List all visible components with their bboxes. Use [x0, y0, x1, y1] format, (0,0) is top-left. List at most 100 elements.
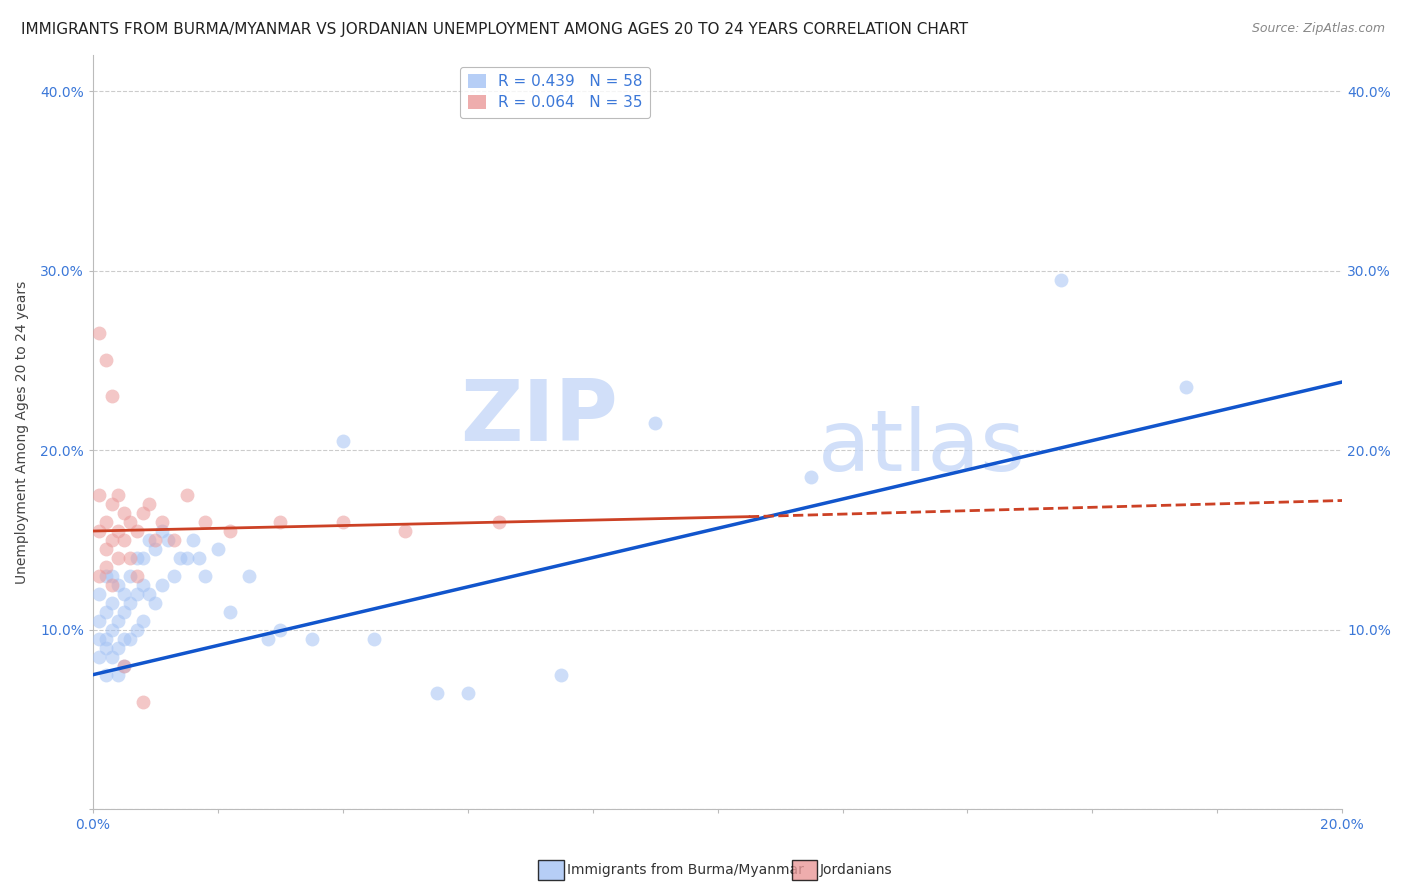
Point [156, 533, 179, 547]
Point [112, 632, 135, 646]
Point [194, 515, 217, 529]
Point [550, 667, 572, 681]
Text: atlas: atlas [817, 406, 1025, 489]
Point [150, 524, 173, 538]
Point [120, 596, 142, 610]
Point [107, 578, 129, 592]
Point [394, 524, 416, 538]
Point [163, 569, 186, 583]
Point [132, 614, 155, 628]
Point [457, 686, 479, 700]
Point [89, 649, 111, 664]
Point [169, 551, 191, 566]
Point [176, 488, 198, 502]
Text: Immigrants from Burma/Myanmar: Immigrants from Burma/Myanmar [567, 863, 803, 877]
Point [89, 632, 111, 646]
Point [89, 569, 111, 583]
Point [107, 667, 129, 681]
Point [107, 488, 129, 502]
Point [94, 632, 117, 646]
Point [1175, 380, 1198, 394]
Point [120, 551, 142, 566]
Point [89, 488, 111, 502]
Point [112, 658, 135, 673]
Point [425, 686, 447, 700]
Point [100, 569, 122, 583]
Point [94, 569, 117, 583]
Point [644, 417, 666, 431]
Point [301, 632, 323, 646]
Text: ZIP: ZIP [460, 376, 617, 458]
Point [107, 640, 129, 655]
Point [94, 605, 117, 619]
Point [257, 632, 280, 646]
Legend: R = 0.439   N = 58, R = 0.064   N = 35: R = 0.439 N = 58, R = 0.064 N = 35 [460, 67, 651, 118]
Point [94, 353, 117, 368]
Point [94, 640, 117, 655]
Point [120, 632, 142, 646]
Point [100, 389, 122, 403]
Point [150, 578, 173, 592]
Point [100, 533, 122, 547]
Point [107, 551, 129, 566]
Point [94, 667, 117, 681]
Point [145, 596, 167, 610]
Text: Source: ZipAtlas.com: Source: ZipAtlas.com [1251, 22, 1385, 36]
Point [363, 632, 385, 646]
Point [181, 533, 204, 547]
Point [132, 695, 155, 709]
Point [125, 524, 148, 538]
Point [94, 541, 117, 556]
Point [125, 623, 148, 637]
Point [219, 605, 242, 619]
Point [332, 515, 354, 529]
Point [100, 623, 122, 637]
Point [112, 587, 135, 601]
Point [112, 506, 135, 520]
Point [107, 524, 129, 538]
Point [89, 326, 111, 341]
Point [112, 605, 135, 619]
Point [800, 470, 823, 484]
Text: IMMIGRANTS FROM BURMA/MYANMAR VS JORDANIAN UNEMPLOYMENT AMONG AGES 20 TO 24 YEAR: IMMIGRANTS FROM BURMA/MYANMAR VS JORDANI… [21, 22, 969, 37]
Point [89, 524, 111, 538]
Point [125, 569, 148, 583]
Point [107, 614, 129, 628]
Point [89, 614, 111, 628]
Point [94, 515, 117, 529]
Text: Jordanians: Jordanians [820, 863, 893, 877]
Point [138, 497, 160, 511]
Point [145, 541, 167, 556]
Point [488, 515, 510, 529]
Point [112, 533, 135, 547]
Point [125, 587, 148, 601]
Point [238, 569, 260, 583]
Point [132, 578, 155, 592]
Point [138, 533, 160, 547]
Point [100, 596, 122, 610]
Point [207, 541, 229, 556]
Point [125, 551, 148, 566]
Point [269, 515, 291, 529]
Point [100, 649, 122, 664]
Point [120, 515, 142, 529]
Point [145, 533, 167, 547]
Point [100, 578, 122, 592]
Point [194, 569, 217, 583]
Point [332, 434, 354, 449]
Point [150, 515, 173, 529]
Point [176, 551, 198, 566]
Point [94, 560, 117, 574]
Point [100, 497, 122, 511]
Point [132, 551, 155, 566]
Point [112, 658, 135, 673]
Point [138, 587, 160, 601]
Point [188, 551, 211, 566]
Y-axis label: Unemployment Among Ages 20 to 24 years: Unemployment Among Ages 20 to 24 years [15, 281, 30, 584]
Point [219, 524, 242, 538]
Point [132, 506, 155, 520]
Point [89, 587, 111, 601]
Point [120, 569, 142, 583]
Point [269, 623, 291, 637]
Point [1050, 272, 1073, 286]
